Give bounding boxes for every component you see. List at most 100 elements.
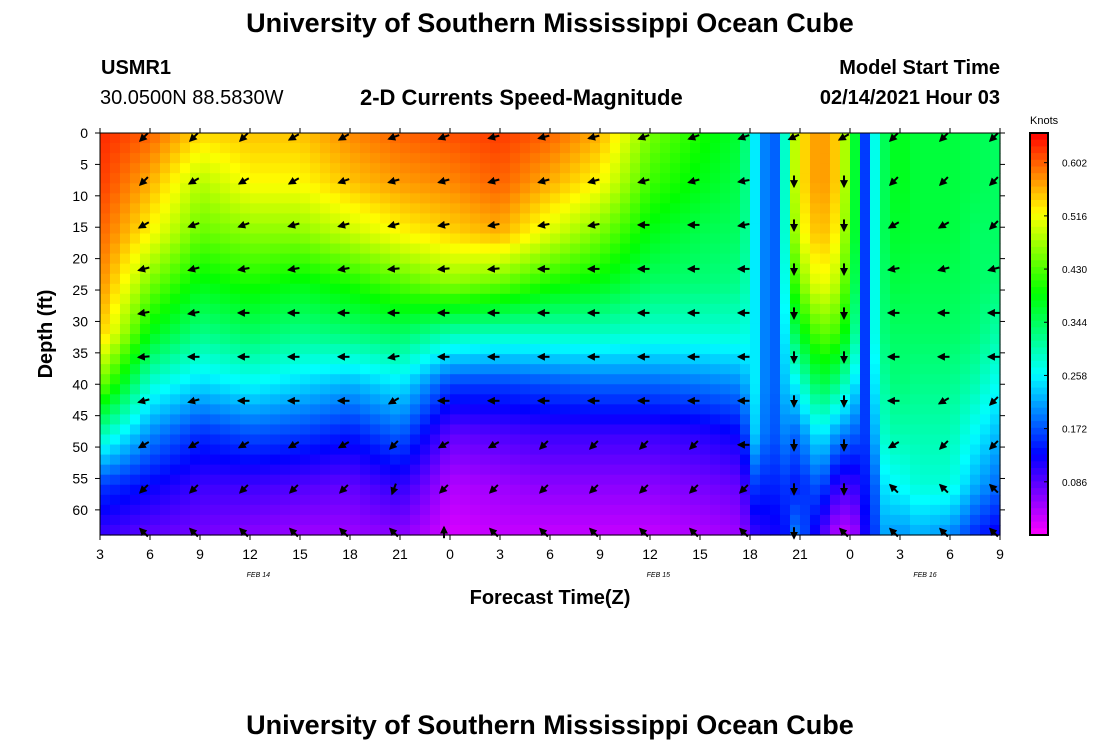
heatmap-cell: [820, 223, 831, 235]
heatmap-cell: [290, 223, 301, 235]
heatmap-cell: [780, 484, 791, 496]
heatmap-cell: [550, 444, 561, 456]
heatmap-cell: [720, 404, 731, 415]
heatmap-cell: [520, 253, 531, 265]
heatmap-cell: [440, 344, 451, 355]
heatmap-cell: [200, 243, 211, 255]
heatmap-cell: [170, 283, 181, 295]
heatmap-cell: [640, 434, 651, 446]
heatmap-cell: [740, 504, 751, 516]
heatmap-cell: [580, 193, 591, 204]
heatmap-cell: [690, 283, 701, 295]
heatmap-cell: [240, 424, 251, 436]
heatmap-cell: [860, 173, 871, 184]
heatmap-cell: [260, 454, 271, 466]
heatmap-cell: [470, 394, 481, 405]
heatmap-cell: [530, 133, 541, 144]
heatmap-cell: [210, 153, 221, 164]
heatmap-cell: [170, 514, 181, 526]
heatmap-cell: [170, 464, 181, 476]
heatmap-cell: [540, 334, 551, 345]
heatmap-cell: [310, 213, 321, 225]
heatmap-cell: [750, 374, 761, 385]
heatmap-cell: [760, 374, 771, 385]
heatmap-cell: [580, 334, 591, 345]
current-arrow: [238, 484, 249, 494]
heatmap-cell: [320, 303, 331, 315]
heatmap-cell: [150, 133, 161, 144]
heatmap-cell: [820, 163, 831, 174]
heatmap-cell: [650, 354, 661, 365]
heatmap-cell: [490, 223, 501, 235]
heatmap-cell: [420, 334, 431, 345]
page-title: University of Southern Mississippi Ocean…: [246, 8, 854, 38]
heatmap-cell: [410, 504, 421, 516]
heatmap-cell: [110, 233, 121, 245]
heatmap-cell: [800, 504, 811, 516]
heatmap-cell: [740, 414, 751, 426]
heatmap-cell: [360, 504, 371, 516]
heatmap-cell: [800, 283, 811, 295]
heatmap-cell: [890, 303, 901, 315]
heatmap-cell: [710, 474, 721, 486]
heatmap-cell: [800, 384, 811, 395]
heatmap-cell: [570, 283, 581, 295]
heatmap-cell: [800, 293, 811, 305]
current-arrow: [938, 440, 949, 450]
heatmap-cell: [320, 354, 331, 365]
heatmap-cell: [300, 233, 311, 245]
heatmap-cell: [800, 364, 811, 375]
heatmap-cell: [800, 344, 811, 355]
heatmap-cell: [150, 163, 161, 174]
heatmap-cell: [650, 394, 661, 405]
heatmap-cell: [900, 404, 911, 415]
heatmap-cell: [620, 424, 631, 436]
heatmap-cell: [640, 313, 651, 325]
heatmap-cell: [940, 374, 951, 385]
colorbar-step: [1030, 441, 1048, 449]
heatmap-cell: [570, 434, 581, 446]
heatmap-cell: [110, 313, 121, 325]
heatmap-cell: [930, 504, 941, 516]
heatmap-cell: [310, 283, 321, 295]
heatmap-cell: [500, 474, 511, 486]
heatmap-cell: [850, 434, 861, 446]
heatmap-cell: [890, 283, 901, 295]
heatmap-cell: [390, 313, 401, 325]
heatmap-cell: [350, 424, 361, 436]
heatmap-cell: [710, 404, 721, 415]
heatmap-cell: [700, 374, 711, 385]
heatmap-cell: [690, 293, 701, 305]
heatmap-cell: [500, 384, 511, 395]
heatmap-cell: [770, 484, 781, 496]
heatmap-cell: [120, 514, 131, 526]
heatmap-cell: [480, 223, 491, 235]
heatmap-cell: [160, 334, 171, 345]
heatmap-cell: [910, 494, 921, 506]
heatmap-cell: [290, 334, 301, 345]
heatmap-cell: [480, 143, 491, 154]
heatmap-cell: [830, 313, 841, 325]
heatmap-cell: [720, 364, 731, 375]
heatmap-cell: [190, 283, 201, 295]
heatmap-cell: [420, 514, 431, 526]
heatmap-cell: [800, 183, 811, 194]
heatmap-cell: [830, 143, 841, 154]
heatmap-cell: [520, 504, 531, 516]
heatmap-cell: [480, 504, 491, 516]
heatmap-cell: [150, 524, 161, 536]
heatmap-cell: [140, 444, 151, 456]
heatmap-cell: [190, 213, 201, 225]
heatmap-cell: [340, 313, 351, 325]
heatmap-cell: [850, 153, 861, 164]
heatmap-cell: [160, 364, 171, 375]
heatmap-cell: [620, 263, 631, 275]
heatmap-cell: [870, 424, 881, 436]
heatmap-cell: [410, 524, 421, 536]
heatmap-cell: [430, 344, 441, 355]
heatmap-cell: [300, 374, 311, 385]
heatmap-cell: [780, 263, 791, 275]
heatmap-cell: [190, 243, 201, 255]
heatmap-cell: [420, 434, 431, 446]
heatmap-cell: [420, 323, 431, 335]
